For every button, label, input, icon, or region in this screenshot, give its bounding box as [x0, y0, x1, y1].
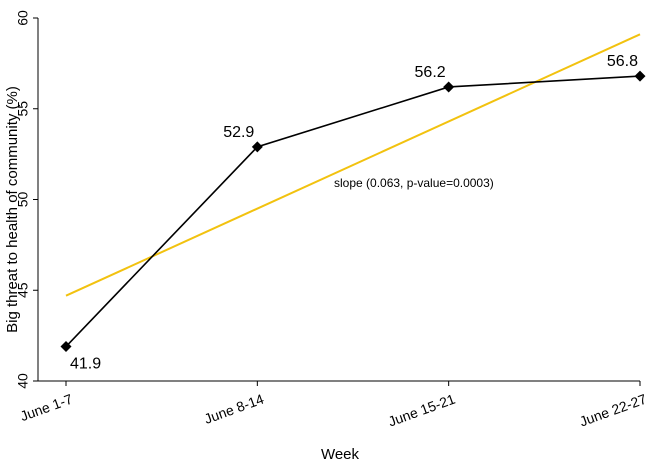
y-tick-label: 45 — [15, 282, 31, 298]
data-label: 56.2 — [415, 64, 446, 81]
x-tick-label: June 15-21 — [386, 390, 458, 429]
x-tick-label: June 1-7 — [18, 390, 75, 424]
y-axis-label: Big threat to health of community (%) — [4, 86, 21, 333]
data-label: 56.8 — [607, 53, 638, 70]
y-ticks: 40 45 50 55 60 — [15, 10, 38, 389]
data-label: 41.9 — [70, 356, 101, 373]
plot-area: 41.9 52.9 56.2 56.8 — [60, 33, 646, 373]
data-point-marker — [634, 70, 646, 82]
x-tick-label: June 22-27 — [577, 390, 648, 429]
y-tick-label: 55 — [15, 101, 31, 117]
data-point-marker — [60, 341, 72, 353]
data-point-marker — [251, 141, 263, 153]
x-ticks: June 1-7 June 8-14 June 15-21 June 22-27 — [18, 381, 648, 430]
trend-line — [65, 33, 641, 297]
slope-annotation: slope (0.063, p-value=0.0003) — [334, 176, 494, 190]
y-tick-label: 50 — [15, 192, 31, 208]
x-axis-label: Week — [321, 446, 360, 463]
x-tick-label: June 8-14 — [202, 390, 266, 426]
y-tick-label: 60 — [15, 10, 31, 26]
y-tick-label: 40 — [15, 373, 31, 389]
series-line — [65, 75, 641, 348]
data-point-marker — [443, 81, 455, 93]
data-label: 52.9 — [223, 124, 254, 141]
axes — [37, 18, 640, 382]
